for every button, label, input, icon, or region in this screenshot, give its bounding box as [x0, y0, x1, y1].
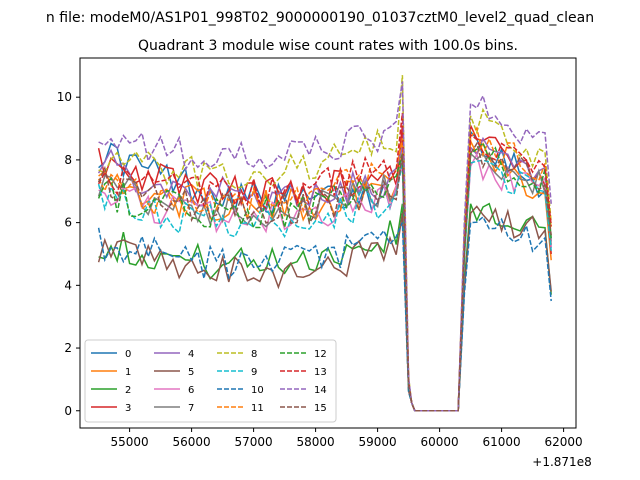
series-line-15: [97, 141, 552, 412]
x-tick-label: 55000: [111, 435, 149, 449]
legend-label: 5: [188, 367, 194, 378]
series-line-4: [97, 136, 552, 412]
legend-label: 13: [314, 367, 327, 378]
x-tick-label: 57000: [235, 435, 273, 449]
legend-label: 9: [251, 367, 257, 378]
legend-label: 8: [251, 349, 257, 360]
figure-suptitle: n file: modeM0/AS1P01_998T02_9000000190_…: [46, 10, 594, 26]
x-offset-label: +1.871e8: [532, 455, 591, 469]
y-tick-label: 6: [64, 216, 72, 230]
x-tick-label: 58000: [297, 435, 335, 449]
series-line-8: [98, 75, 552, 412]
legend-label: 1: [125, 367, 131, 378]
y-tick-label: 10: [57, 90, 72, 104]
legend-label: 14: [314, 385, 327, 396]
x-axis: 55000 56000 57000 58000 59000 60000 61000 62000: [111, 428, 583, 449]
series-line-11: [97, 126, 552, 412]
legend-box: [84, 339, 337, 423]
axes-frame: [79, 57, 577, 429]
y-tick-label: 4: [64, 278, 72, 292]
series-line-14: [98, 81, 552, 412]
legend-label: 3: [125, 403, 131, 414]
series-line-10: [97, 215, 552, 412]
x-tick-label: 62000: [545, 435, 583, 449]
legend-label: 2: [125, 385, 131, 396]
series-line-9: [97, 159, 552, 412]
series-line-12: [97, 141, 552, 412]
y-tick-label: 0: [64, 404, 72, 418]
chart-title: Quadrant 3 module wise count rates with …: [138, 38, 518, 54]
legend-label: 6: [188, 385, 194, 396]
plot-area: [97, 75, 552, 412]
series-line-5: [97, 205, 552, 412]
legend-label: 15: [314, 403, 327, 414]
series-line-13: [97, 112, 552, 412]
legend-label: 4: [188, 349, 194, 360]
legend-label: 7: [188, 403, 194, 414]
y-tick-label: 2: [64, 341, 72, 355]
x-tick-label: 56000: [173, 435, 211, 449]
x-tick-label: 61000: [483, 435, 521, 449]
series-line-0: [98, 129, 552, 412]
y-axis: 0 2 4 6 8 10: [57, 90, 80, 418]
legend-label: 12: [314, 349, 327, 360]
x-tick-label: 59000: [359, 435, 397, 449]
legend-label: 11: [251, 403, 264, 414]
x-tick-label: 60000: [421, 435, 459, 449]
y-tick-label: 8: [64, 153, 72, 167]
legend-label: 10: [251, 385, 264, 396]
legend-label: 0: [125, 349, 131, 360]
